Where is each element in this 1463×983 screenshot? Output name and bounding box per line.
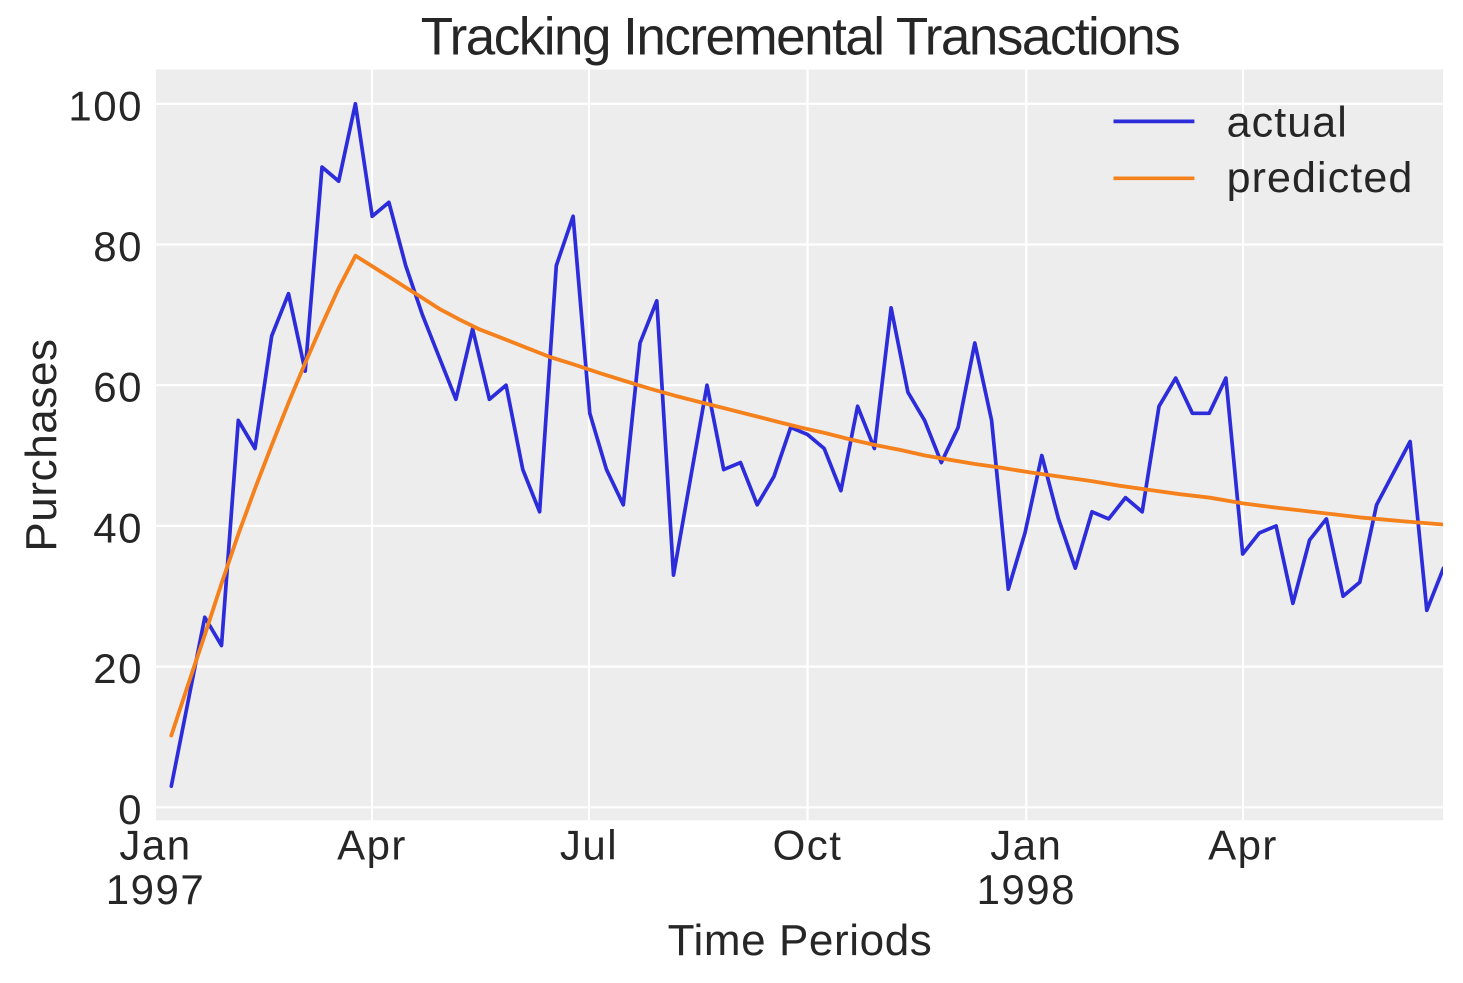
svg-text:60: 60 <box>93 364 143 411</box>
svg-text:Apr: Apr <box>337 822 407 869</box>
svg-text:predicted: predicted <box>1227 154 1414 202</box>
svg-text:Jan: Jan <box>990 822 1062 869</box>
svg-text:Apr: Apr <box>1208 822 1278 869</box>
svg-text:20: 20 <box>93 645 143 692</box>
svg-text:40: 40 <box>93 504 143 551</box>
svg-text:Jan: Jan <box>119 822 191 869</box>
svg-text:0: 0 <box>118 786 143 833</box>
svg-text:1997: 1997 <box>106 866 205 913</box>
svg-text:Time Periods: Time Periods <box>668 916 933 965</box>
svg-text:100: 100 <box>68 82 143 129</box>
svg-text:1998: 1998 <box>977 866 1076 913</box>
svg-text:actual: actual <box>1227 98 1348 146</box>
svg-text:80: 80 <box>93 223 143 270</box>
svg-text:Tracking Incremental Transacti: Tracking Incremental Transactions <box>421 8 1180 67</box>
svg-text:Purchases: Purchases <box>17 338 66 551</box>
svg-text:Oct: Oct <box>773 822 843 869</box>
svg-text:Jul: Jul <box>560 822 618 869</box>
